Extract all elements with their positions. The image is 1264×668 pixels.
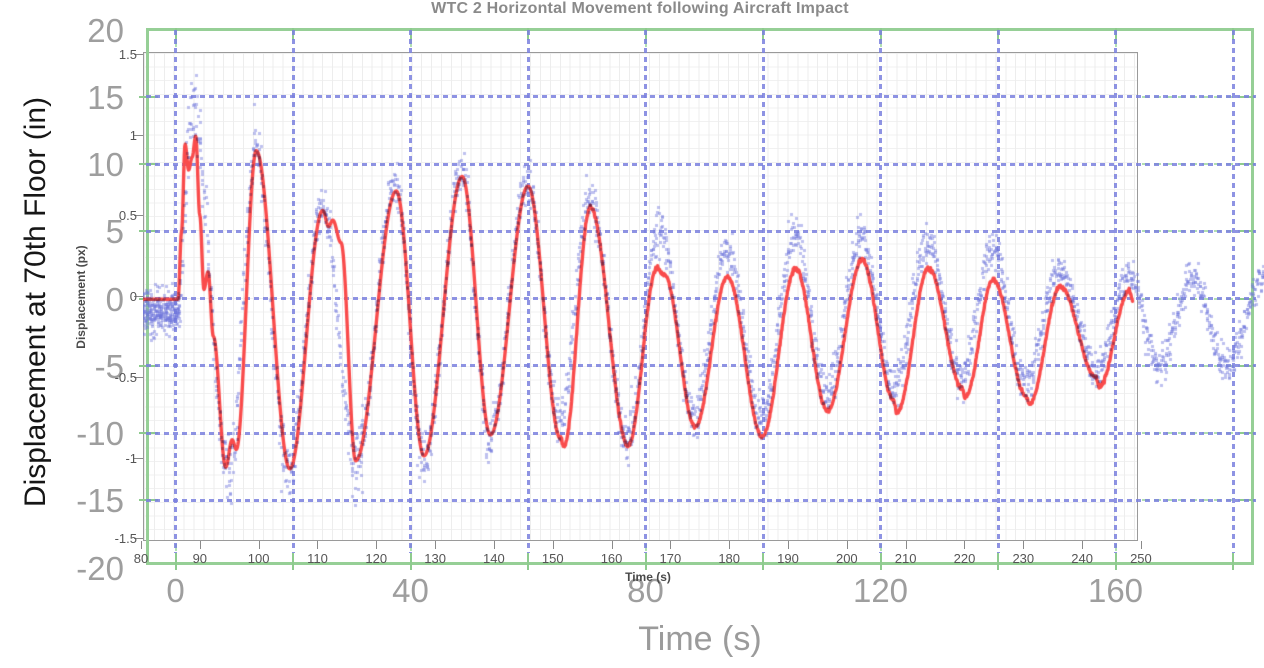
inner-y-tick-label: -1: [125, 450, 137, 466]
outer-bottom-tick: [997, 553, 999, 570]
outer-x-tick-label: 80: [627, 572, 664, 609]
inner-x-tick-label: 240: [1071, 551, 1093, 566]
outer-bottom-tick: [174, 553, 177, 570]
outer-y-tick-label: 5: [105, 213, 124, 251]
outer-x-axis-title: Time (s): [638, 620, 762, 658]
outer-x-tick-label: 0: [166, 572, 185, 609]
outer-y-tick-label: 0: [105, 280, 124, 318]
outer-y-tick-label: 10: [87, 146, 124, 183]
inner-x-tick-label: 140: [483, 551, 505, 566]
inner-left-tick: [134, 538, 143, 540]
inner-x-tick-label: 120: [365, 551, 388, 566]
inner-x-tick-label: 200: [835, 551, 858, 566]
inner-x-tick-label: 180: [718, 551, 741, 566]
inner-x-tick-label: 130: [424, 551, 446, 566]
inner-x-axis-title: Time (s): [625, 570, 671, 584]
inner-left-tick: [134, 457, 143, 459]
outer-x-tick-label: 160: [1087, 572, 1144, 609]
inner-x-tick-label: 210: [894, 551, 917, 566]
inner-left-tick: [134, 215, 143, 217]
inner-x-tick-label: 170: [659, 551, 682, 566]
outer-bottom-tick: [292, 553, 294, 570]
inner-x-tick-label: 220: [953, 551, 976, 566]
outer-x-tick-label: 40: [392, 572, 429, 609]
outer-bottom-tick: [879, 553, 882, 570]
outer-x-tick-label: 120: [852, 572, 909, 609]
chart-title: WTC 2 Horizontal Movement following Airc…: [431, 0, 849, 17]
outer-bottom-tick: [1114, 553, 1117, 570]
inner-left-tick: [134, 376, 143, 378]
inner-x-tick-label: 230: [1012, 551, 1035, 566]
inner-x-tick-label: 190: [777, 551, 799, 566]
plot-canvas: [143, 30, 1264, 556]
inner-y-tick-label: 1.5: [118, 46, 137, 62]
outer-bottom-tick: [1232, 553, 1234, 570]
outer-y-tick-label: -20: [76, 549, 124, 587]
inner-x-tick-label: 100: [247, 551, 270, 566]
inner-x-tick-label: 80: [133, 551, 149, 566]
inner-x-tick-label: 150: [541, 551, 564, 566]
inner-x-tick-label: 160: [600, 551, 623, 566]
outer-y-tick-label: 15: [87, 78, 124, 116]
inner-x-tick-label: 250: [1130, 551, 1152, 566]
outer-y-axis-title: Displacement at 70th Floor (in): [19, 96, 52, 508]
outer-bottom-tick: [644, 553, 647, 570]
inner-x-tick-label: 110: [307, 551, 328, 566]
outer-y-tick-label: -10: [76, 415, 124, 452]
outer-bottom-tick: [527, 553, 529, 570]
inner-y-tick-label: -0.5: [114, 369, 137, 385]
inner-left-tick: [134, 296, 143, 297]
outer-y-tick-label: -15: [76, 482, 124, 520]
inner-bottom-tick: [141, 541, 142, 549]
inner-left-tick: [134, 53, 143, 55]
inner-y-axis-title: Displacement (px): [74, 245, 88, 349]
inner-y-tick-label: 0.5: [118, 208, 137, 224]
outer-y-tick-label: -5: [94, 347, 124, 385]
inner-left-tick: [134, 134, 143, 136]
outer-bottom-tick: [762, 553, 764, 570]
inner-y-tick-label: -1.5: [114, 531, 137, 547]
inner-y-tick-label: 0: [129, 289, 137, 304]
inner-x-tick-label: 90: [192, 551, 208, 566]
outer-y-tick-label: 20: [87, 11, 124, 49]
inner-y-tick-label: 1: [129, 127, 137, 143]
outer-bottom-tick: [409, 553, 412, 570]
